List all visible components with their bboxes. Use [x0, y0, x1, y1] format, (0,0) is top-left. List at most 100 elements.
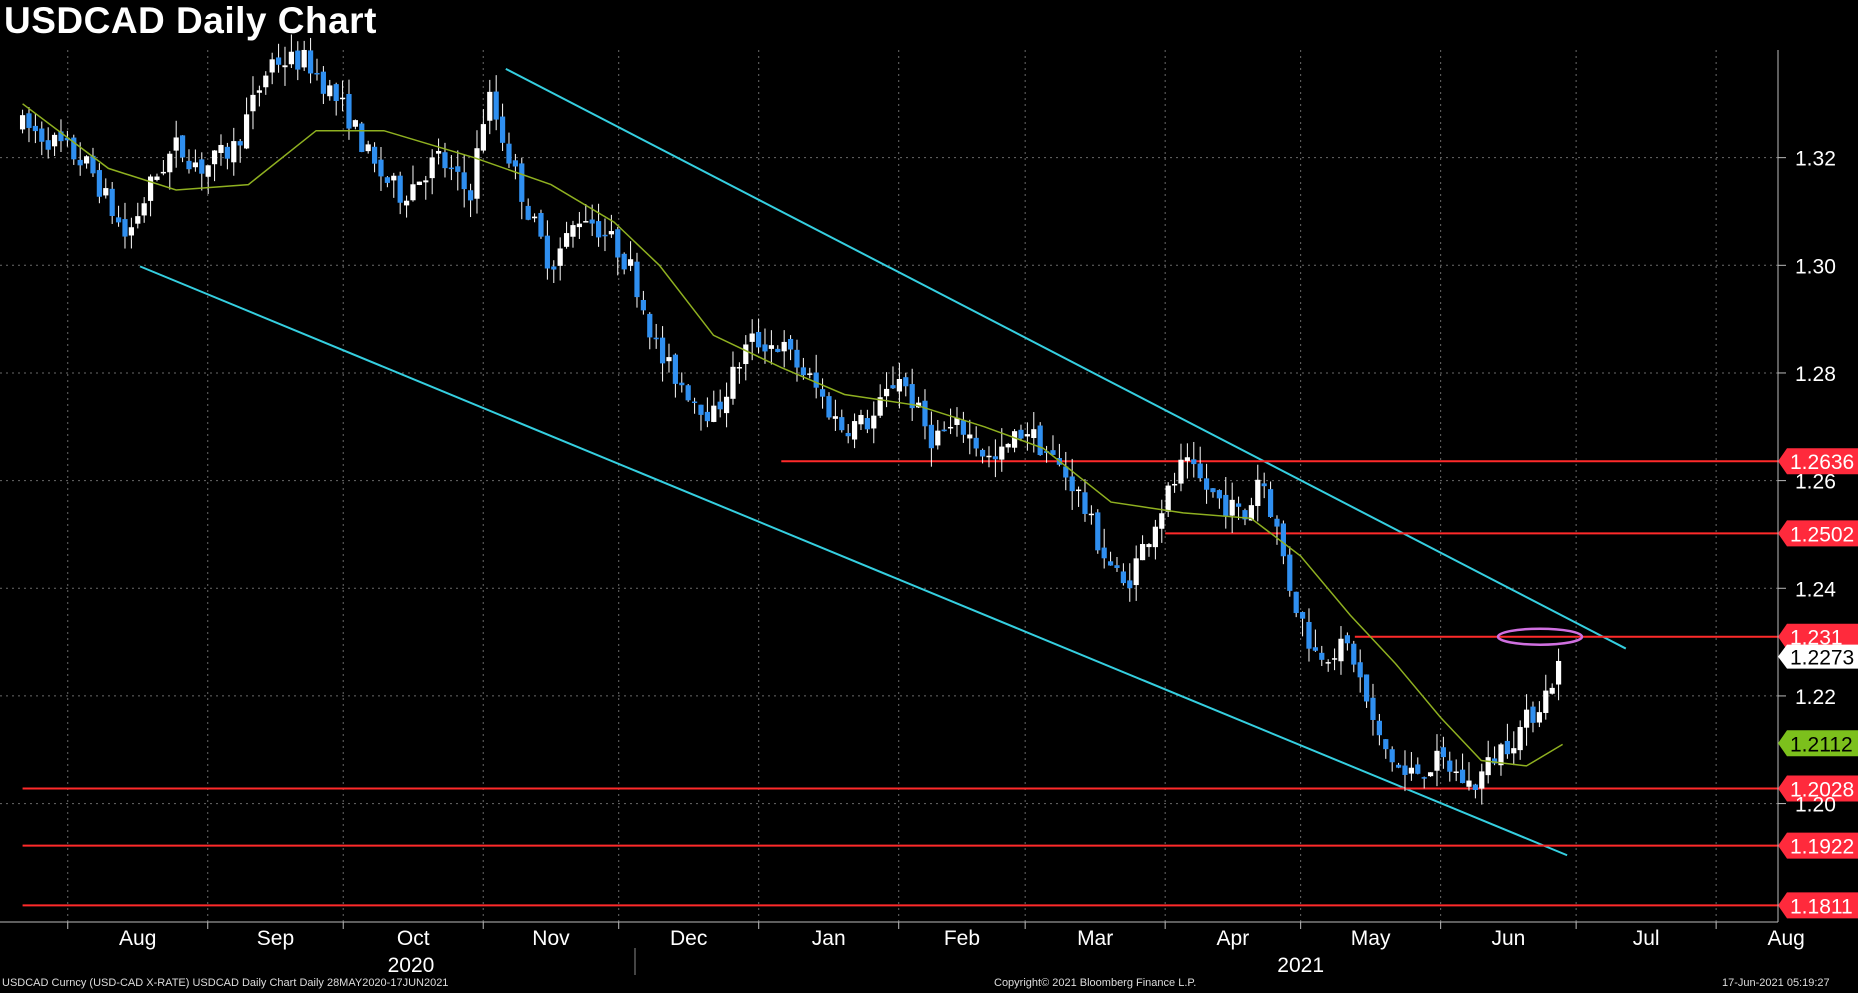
candle-up [128, 227, 134, 236]
price-tick-label: 1.30 [1795, 255, 1836, 278]
candle-up [243, 114, 250, 149]
candle-down [1344, 635, 1350, 644]
candle-down [1421, 777, 1427, 779]
month-label: Sep [257, 927, 294, 950]
candle-up [154, 176, 160, 180]
candle-down [1114, 565, 1120, 568]
candle-down [800, 367, 806, 376]
chart-title: USDCAD Daily Chart [4, 0, 377, 41]
candle-up [160, 171, 166, 174]
candle-up [435, 150, 442, 154]
candle-up [563, 233, 570, 247]
candle-down [794, 349, 800, 368]
candle-up [1159, 513, 1165, 529]
candle-up [557, 248, 563, 266]
candle-down [32, 125, 38, 132]
candle-down [1050, 450, 1056, 455]
candle-up [135, 216, 141, 224]
candle-down [1127, 580, 1133, 589]
candle-up [1536, 712, 1542, 723]
candle-down [199, 159, 205, 174]
candle-up [1511, 748, 1517, 754]
candle-up [192, 162, 198, 168]
candle-up [103, 188, 109, 196]
candle-up [743, 344, 749, 365]
year-label: 2021 [1277, 954, 1324, 977]
candle-down [1107, 561, 1114, 566]
candle-down [826, 396, 832, 418]
month-label: Apr [1217, 927, 1250, 950]
candle-up [883, 388, 890, 397]
ma-label: 1.2112 [1790, 733, 1853, 756]
candle-up [736, 367, 742, 369]
candle-down [1363, 674, 1370, 702]
price-tick-label: 1.22 [1795, 686, 1836, 709]
candle-down [1319, 652, 1325, 660]
candle-down [1210, 488, 1216, 493]
candle-down [109, 188, 115, 216]
candle-up [416, 181, 422, 185]
candle-down [1120, 571, 1126, 584]
candle-down [909, 384, 915, 409]
candle-down [26, 113, 32, 128]
year-label: 2020 [388, 954, 435, 977]
candle-up [807, 373, 813, 375]
candle-up [1178, 459, 1184, 484]
month-label: Oct [397, 927, 430, 950]
candle-up [1453, 771, 1459, 773]
candle-down [1267, 489, 1274, 517]
candle-down [346, 93, 352, 129]
price-tick-label: 1.20 [1795, 794, 1836, 817]
level-label: 1.1922 [1790, 836, 1854, 859]
candle-down [307, 50, 314, 74]
candle-down [1223, 494, 1229, 517]
candle-up [327, 85, 333, 97]
candle-up [851, 421, 858, 440]
candle-down [1069, 476, 1075, 492]
candle-up [768, 345, 774, 349]
candle-down [122, 219, 128, 237]
level-label: 1.2636 [1790, 451, 1854, 474]
candle-up [1479, 771, 1485, 789]
candle-down [1063, 466, 1069, 478]
candle-down [378, 159, 384, 177]
candle-down [320, 71, 326, 94]
candle-down [672, 354, 678, 384]
candle-down [602, 234, 608, 237]
candle-up [1024, 434, 1030, 437]
candle-up [256, 90, 262, 93]
level-label: 1.231 [1790, 627, 1843, 650]
candle-down [659, 337, 666, 364]
candle-up [211, 150, 218, 165]
candle-down [973, 437, 979, 449]
candle-up [480, 124, 486, 151]
candle-down [922, 400, 928, 427]
candle-up [263, 75, 269, 88]
candle-up [608, 231, 614, 235]
candle-up [1011, 431, 1018, 448]
candle-down [1261, 483, 1267, 487]
candle-down [1351, 643, 1357, 665]
candle-up [1434, 750, 1440, 771]
candle-down [1395, 764, 1402, 768]
candle-down [275, 57, 282, 65]
candle-up [858, 414, 864, 425]
candle-up [1555, 660, 1562, 685]
channel-line [139, 265, 1568, 857]
candle-down [1415, 764, 1421, 774]
price-tick-label: 1.24 [1795, 578, 1836, 601]
month-label: Aug [1767, 927, 1804, 950]
candle-up [1498, 744, 1504, 766]
price-axis: 1.20 1.22 1.24 1.26 1.28 1.30 1.32 1.2273 1.2112 [1777, 50, 1858, 922]
month-label: Dec [670, 927, 707, 950]
candle-up [403, 200, 410, 206]
candle-up [301, 49, 307, 68]
candle-up [986, 455, 992, 458]
month-label: Jun [1491, 927, 1525, 950]
candle-down [1101, 547, 1107, 559]
candle-down [333, 84, 339, 101]
candle-down [1472, 784, 1478, 790]
candle-down [775, 348, 781, 352]
candle-down [640, 299, 646, 311]
candle-down [455, 166, 461, 172]
